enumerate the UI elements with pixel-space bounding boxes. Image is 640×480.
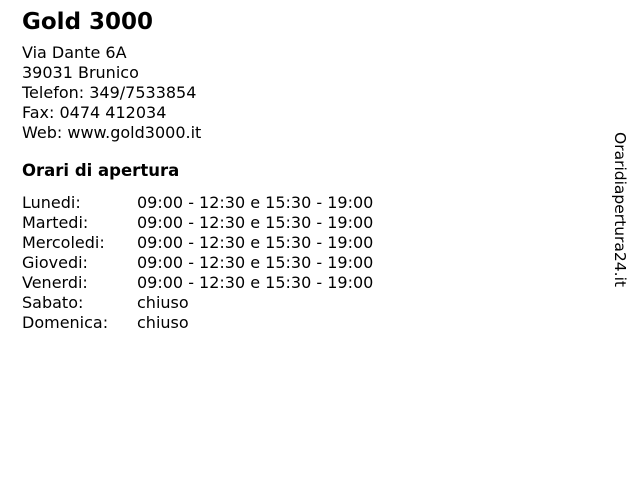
opening-hours-table: Lunedi: 09:00 - 12:30 e 15:30 - 19:00 Ma… [22, 193, 373, 333]
business-name: Gold 3000 [22, 9, 154, 35]
day-label: Venerdi: [22, 273, 88, 292]
website-line: Web: www.gold3000.it [22, 123, 202, 142]
table-row: Lunedi: 09:00 - 12:30 e 15:30 - 19:00 [22, 193, 373, 213]
day-label: Martedi: [22, 213, 89, 232]
hours-value: 09:00 - 12:30 e 15:30 - 19:00 [137, 213, 374, 232]
phone-line: Telefon: 349/7533854 [22, 83, 197, 102]
hours-value: 09:00 - 12:30 e 15:30 - 19:00 [137, 273, 374, 292]
day-label: Lunedi: [22, 193, 81, 212]
opening-hours-heading: Orari di apertura [22, 161, 180, 180]
contact-block: Via Dante 6A 39031 Brunico Telefon: 349/… [22, 43, 201, 143]
address-street-line: Via Dante 6A [22, 43, 127, 62]
table-row: Giovedi: 09:00 - 12:30 e 15:30 - 19:00 [22, 253, 373, 273]
table-row: Martedi: 09:00 - 12:30 e 15:30 - 19:00 [22, 213, 373, 233]
hours-value: 09:00 - 12:30 e 15:30 - 19:00 [137, 193, 374, 212]
table-row: Venerdi: 09:00 - 12:30 e 15:30 - 19:00 [22, 273, 373, 293]
hours-value: 09:00 - 12:30 e 15:30 - 19:00 [137, 233, 374, 252]
table-row: Domenica: chiuso [22, 313, 373, 333]
site-watermark: Oraridiapertura24.it [611, 132, 629, 287]
hours-value: chiuso [137, 313, 189, 332]
hours-value: 09:00 - 12:30 e 15:30 - 19:00 [137, 253, 374, 272]
fax-line: Fax: 0474 412034 [22, 103, 167, 122]
hours-value: chiuso [137, 293, 189, 312]
table-row: Mercoledi: 09:00 - 12:30 e 15:30 - 19:00 [22, 233, 373, 253]
table-row: Sabato: chiuso [22, 293, 373, 313]
address-city-line: 39031 Brunico [22, 63, 139, 82]
day-label: Domenica: [22, 313, 109, 332]
day-label: Sabato: [22, 293, 84, 312]
day-label: Giovedi: [22, 253, 88, 272]
day-label: Mercoledi: [22, 233, 105, 252]
